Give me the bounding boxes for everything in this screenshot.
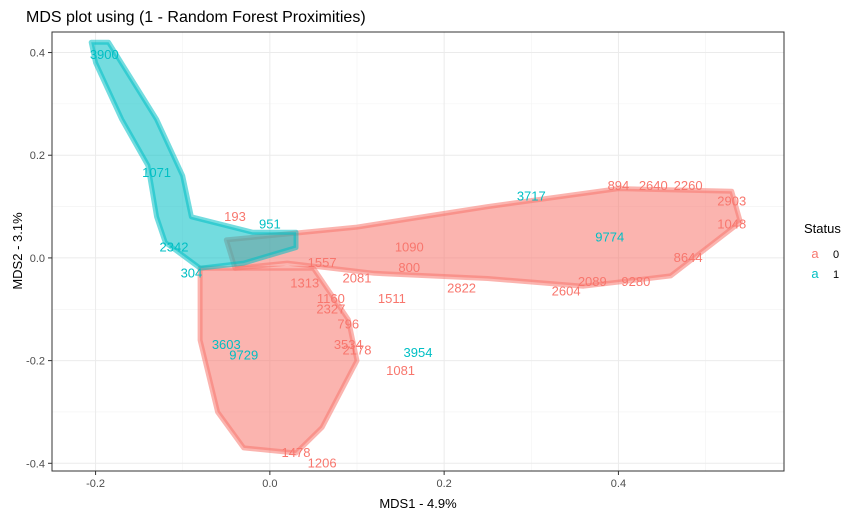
- point-label-1: 3603: [212, 337, 241, 352]
- point-label-1: 3717: [517, 188, 546, 203]
- legend-label-0: 0: [833, 249, 839, 261]
- y-tick-label: 0.4: [30, 48, 45, 60]
- x-axis-title: MDS1 - 4.9%: [379, 496, 457, 511]
- legend-title: Status: [804, 221, 841, 236]
- point-label-0: 9280: [621, 274, 650, 289]
- point-label-0: 1081: [386, 363, 415, 378]
- point-label-0: 193: [224, 209, 246, 224]
- y-axis-title: MDS2 - 3.1%: [10, 212, 25, 290]
- point-label-0: 1048: [717, 217, 746, 232]
- point-label-0: 1206: [308, 455, 337, 470]
- point-label-0: 1160: [317, 291, 345, 306]
- point-label-0: 3534: [334, 337, 363, 352]
- point-cloud-layer: [88, 39, 743, 456]
- point-label-1: 3900: [90, 47, 119, 62]
- point-label-0: 2640: [639, 178, 668, 193]
- point-label-0: 1511: [378, 291, 406, 306]
- point-label-1: 3954: [404, 345, 433, 360]
- point-label-1: 951: [259, 217, 281, 232]
- point-label-0: 2822: [447, 281, 476, 296]
- y-tick-label: -0.2: [26, 356, 45, 368]
- plot-border: [51, 31, 785, 472]
- point-label-0: 1313: [290, 276, 319, 291]
- point-label-1: 9774: [595, 229, 624, 244]
- y-tick-label: -0.4: [26, 458, 45, 470]
- point-label-0: 1557: [308, 255, 337, 270]
- point-label-0: 796: [337, 317, 359, 332]
- point-label-0: 2178: [343, 342, 372, 357]
- class0-vertical-cloud: [197, 265, 360, 456]
- chart-title: MDS plot using (1 - Random Forest Proxim…: [26, 9, 366, 26]
- point-label-1: 304: [181, 265, 203, 280]
- point-label-0: 1090: [395, 240, 424, 255]
- legend: Status a 0 a 1: [804, 221, 841, 281]
- point-label-0: 2089: [578, 274, 607, 289]
- legend-key-1: a: [811, 266, 819, 281]
- point-label-0: 894: [608, 178, 630, 193]
- x-axis-ticks: -0.2 0.0 0.2 0.4: [86, 471, 626, 490]
- y-axis-ticks: -0.4 -0.2 0.0 0.2 0.4: [26, 48, 52, 470]
- point-label-0: 2260: [674, 178, 703, 193]
- point-label-1: 9729: [229, 347, 258, 362]
- point-label-0: 800: [398, 260, 420, 275]
- y-tick-label: 0.0: [30, 253, 45, 265]
- point-label-1: 1071: [142, 165, 171, 180]
- legend-key-0: a: [811, 246, 819, 261]
- point-label-1: 2342: [160, 240, 189, 255]
- point-label-0: 2903: [717, 193, 746, 208]
- x-tick-label: 0.2: [436, 478, 451, 490]
- class0-horizontal-cloud: [223, 186, 743, 289]
- point-label-0: 1478: [282, 445, 311, 460]
- point-label-0: 2604: [552, 283, 581, 298]
- point-label-0: 2081: [343, 270, 372, 285]
- y-tick-label: 0.2: [30, 150, 45, 162]
- point-label-0: 2327: [316, 301, 345, 316]
- legend-label-1: 1: [833, 269, 839, 281]
- point-label-0: 8644: [674, 250, 703, 265]
- legend-items: a 0 a 1: [811, 246, 839, 281]
- x-tick-label: 0.0: [262, 478, 277, 490]
- x-tick-label: 0.4: [611, 478, 626, 490]
- x-tick-label: -0.2: [86, 478, 105, 490]
- class1-cloud: [88, 39, 299, 271]
